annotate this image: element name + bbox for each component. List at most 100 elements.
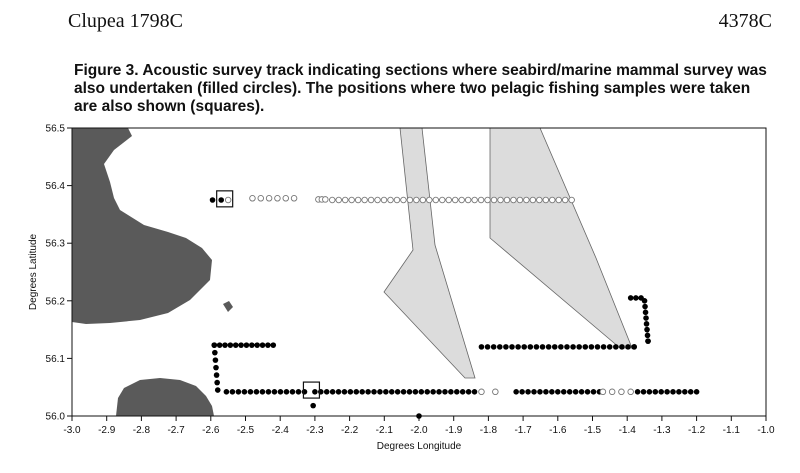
filled-circle-point [687, 389, 694, 395]
x-tick-label: -1.8 [480, 425, 498, 436]
filled-circle-point [641, 298, 648, 304]
filled-circle-point [509, 344, 515, 350]
y-tick-label: 56.1 [46, 354, 66, 365]
open-circle-point [249, 195, 256, 202]
filled-circle-point [590, 389, 597, 395]
open-circle-point [406, 196, 414, 204]
filled-circle-point [412, 389, 419, 395]
open-circle-point [484, 196, 491, 204]
filled-circle-point [533, 344, 540, 350]
land-mass-south [116, 378, 214, 416]
filled-circle-point [640, 389, 647, 395]
y-axis-label: Degrees Latitude [28, 233, 39, 310]
open-circle-point [335, 196, 342, 204]
filled-circle-point [253, 389, 260, 395]
x-tick-label: -2.9 [98, 425, 116, 436]
filled-circle-point [644, 332, 651, 339]
x-tick-label: -2.5 [237, 425, 255, 436]
filled-circle-point [418, 389, 425, 395]
filled-circle-point [619, 344, 625, 350]
open-circle-point [413, 196, 420, 204]
open-circle-point [400, 196, 407, 204]
filled-circle-point [265, 389, 272, 395]
x-axis-ticks: -3.0 -2.9 -2.8 -2.7 -2.6 -2.5 -2.4 -2.3 -2.2 -2.1… [63, 416, 775, 436]
open-circle-point [274, 195, 281, 202]
filled-circle-point [214, 387, 221, 393]
filled-circle-point [584, 389, 591, 395]
open-circle-point [367, 196, 375, 204]
filled-circle-point [270, 342, 277, 348]
filled-circle-point [365, 389, 371, 395]
filled-circle-point [424, 389, 431, 395]
open-circle-point [265, 195, 273, 202]
open-circle-point [608, 388, 616, 396]
open-circle-point [329, 196, 336, 204]
open-circle-point [627, 388, 634, 396]
sample-square [302, 381, 321, 399]
y-axis-ticks: 56.0 56.1 56.2 56.3 56.4 56.5 [46, 124, 72, 423]
filled-circle-point [643, 315, 649, 321]
filled-circle-point [558, 344, 564, 350]
open-circle-point [478, 388, 485, 396]
filled-circle-point [213, 372, 220, 378]
filled-circle-point [625, 344, 631, 350]
sample-square [216, 190, 234, 208]
open-circle-point [257, 195, 265, 202]
filled-circle-point [430, 389, 436, 395]
filled-circle-point [259, 342, 266, 348]
x-tick-label: -1.9 [445, 425, 463, 436]
filled-circle-point [222, 342, 228, 348]
filled-circle-point [329, 389, 336, 395]
filled-circle-point [644, 326, 650, 333]
x-tick-label: -1.0 [757, 425, 775, 436]
filled-circle-point [209, 197, 216, 203]
shaded-area-right [489, 128, 633, 349]
filled-circle-point [238, 342, 244, 348]
filled-circle-point [218, 197, 225, 203]
map-background [72, 128, 633, 416]
filled-circle-point [459, 389, 466, 395]
x-tick-label: -1.5 [584, 425, 602, 436]
x-tick-label: -1.7 [514, 425, 532, 436]
filled-circle-point [216, 342, 223, 348]
y-tick-label: 56.4 [46, 181, 66, 192]
filled-circle-point [539, 344, 546, 350]
x-tick-label: -1.3 [653, 425, 671, 436]
x-tick-label: -2.8 [133, 425, 151, 436]
open-circle-point [439, 196, 446, 204]
open-circle-point [282, 195, 290, 202]
filled-circle-point [243, 342, 250, 348]
open-circle-point [536, 196, 543, 204]
filled-circle-point [634, 389, 641, 395]
filled-circle-point [212, 357, 219, 363]
open-circle-point [354, 196, 362, 204]
filled-circle-point [353, 389, 360, 395]
open-circle-point [341, 196, 349, 204]
x-tick-label: -1.1 [723, 425, 741, 436]
filled-circle-point [633, 295, 639, 301]
filled-circle-point [645, 338, 651, 344]
filled-circle-point [383, 389, 389, 395]
open-circle-point [451, 196, 459, 204]
filled-circle-point [277, 389, 284, 395]
filled-circle-point [572, 389, 579, 395]
figure-caption: Figure 3. Acoustic survey track indicati… [74, 62, 767, 115]
filled-circle-point [371, 389, 377, 395]
open-circle-point [561, 196, 569, 204]
filled-circle-point [545, 344, 552, 350]
header-right: 4378C [718, 10, 772, 32]
filled-circle-point [310, 402, 316, 409]
filled-circle-point [265, 342, 271, 348]
filled-circle-point [232, 342, 239, 348]
filled-circle-point [484, 344, 491, 350]
open-circle-point [549, 196, 556, 204]
x-tick-label: -2.4 [272, 425, 290, 436]
open-circle-point [432, 196, 440, 204]
filled-circle-point [576, 344, 582, 350]
filled-circle-point [229, 389, 236, 395]
open-circle-point [419, 196, 427, 204]
open-circle-point [387, 196, 394, 204]
x-tick-label: -2.2 [341, 425, 359, 436]
filled-circle-point [295, 389, 302, 395]
